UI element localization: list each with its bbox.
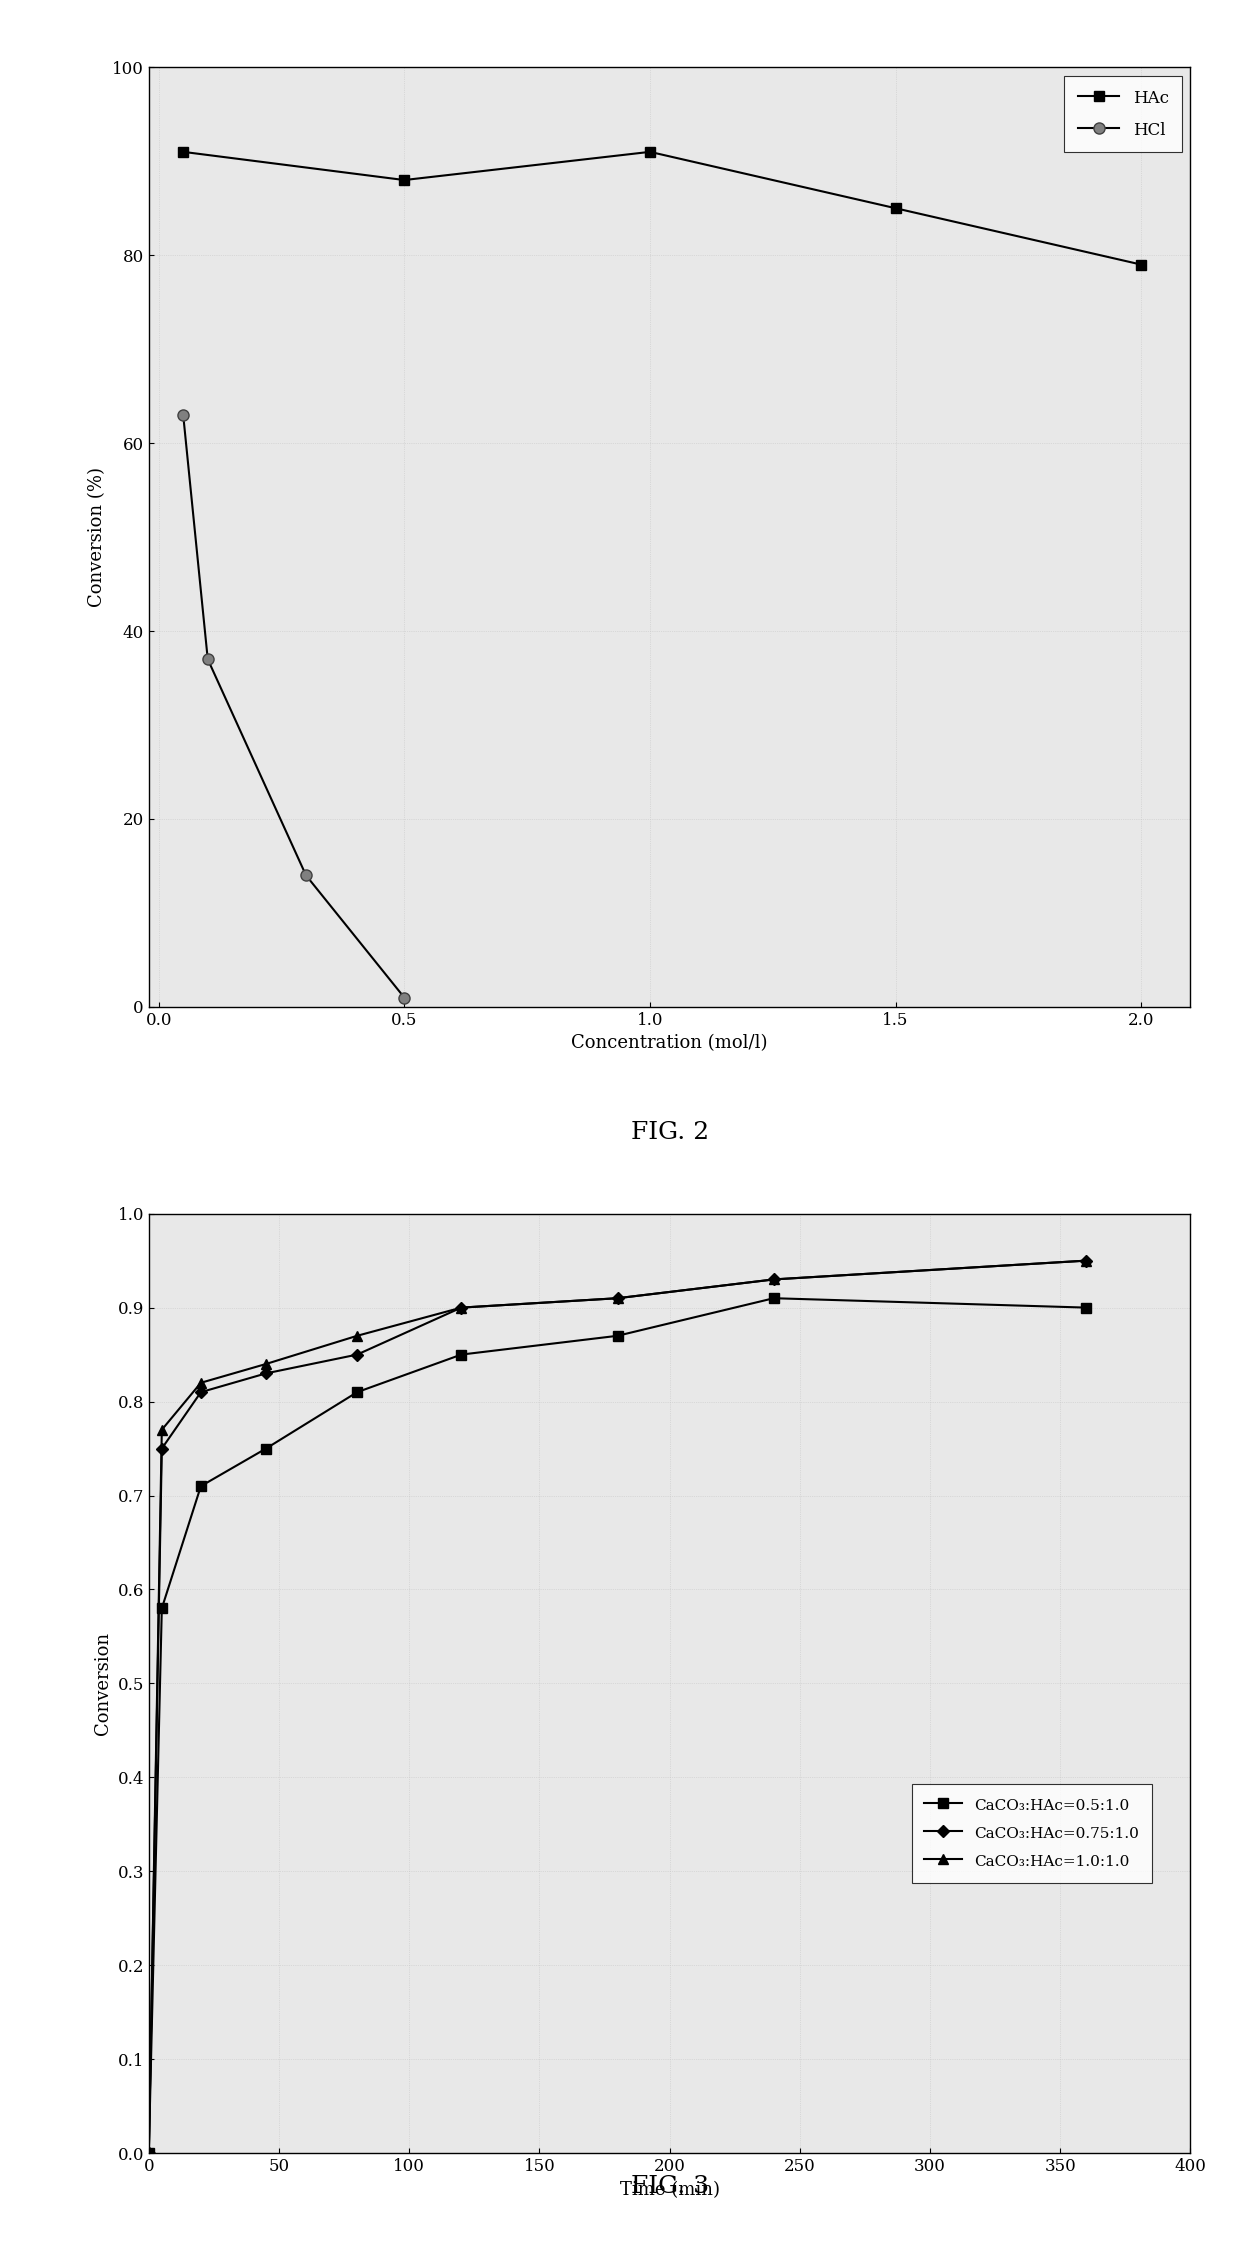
CaCO₃:HAc=0.5:1.0 — [610, 1323, 625, 1350]
Legend: HAc, HCl: HAc, HCl — [1064, 76, 1182, 153]
HAc — [1133, 251, 1148, 278]
HAc — [176, 139, 191, 166]
HAc — [888, 195, 903, 222]
Line: CaCO₃:HAc=0.75:1.0: CaCO₃:HAc=0.75:1.0 — [145, 1256, 1090, 2158]
CaCO₃:HAc=1.0:1.0 — [193, 1368, 208, 1395]
Line: CaCO₃:HAc=1.0:1.0: CaCO₃:HAc=1.0:1.0 — [144, 1256, 1091, 2158]
Y-axis label: Conversion (%): Conversion (%) — [88, 467, 107, 608]
CaCO₃:HAc=0.75:1.0 — [141, 2140, 156, 2167]
CaCO₃:HAc=1.0:1.0 — [141, 2140, 156, 2167]
CaCO₃:HAc=0.75:1.0 — [193, 1379, 208, 1406]
CaCO₃:HAc=1.0:1.0 — [350, 1323, 365, 1350]
CaCO₃:HAc=0.75:1.0 — [350, 1341, 365, 1368]
CaCO₃:HAc=0.75:1.0 — [454, 1294, 469, 1321]
CaCO₃:HAc=0.75:1.0 — [610, 1285, 625, 1312]
CaCO₃:HAc=1.0:1.0 — [766, 1265, 781, 1292]
HAc — [397, 166, 412, 193]
CaCO₃:HAc=0.5:1.0 — [350, 1379, 365, 1406]
CaCO₃:HAc=0.5:1.0 — [1079, 1294, 1094, 1321]
Line: CaCO₃:HAc=0.5:1.0: CaCO₃:HAc=0.5:1.0 — [144, 1294, 1091, 2158]
HCl — [299, 861, 314, 888]
CaCO₃:HAc=1.0:1.0 — [610, 1285, 625, 1312]
CaCO₃:HAc=0.5:1.0 — [193, 1474, 208, 1501]
HCl — [201, 646, 216, 673]
Y-axis label: Conversion: Conversion — [94, 1633, 112, 1736]
Line: HCl: HCl — [177, 410, 410, 1003]
HCl — [397, 985, 412, 1012]
HCl — [176, 401, 191, 428]
CaCO₃:HAc=1.0:1.0 — [258, 1350, 273, 1377]
CaCO₃:HAc=0.75:1.0 — [258, 1359, 273, 1386]
CaCO₃:HAc=1.0:1.0 — [1079, 1247, 1094, 1274]
HAc — [642, 139, 657, 166]
CaCO₃:HAc=1.0:1.0 — [454, 1294, 469, 1321]
CaCO₃:HAc=0.5:1.0 — [258, 1436, 273, 1462]
Line: HAc: HAc — [179, 148, 1146, 269]
CaCO₃:HAc=0.5:1.0 — [766, 1285, 781, 1312]
CaCO₃:HAc=0.5:1.0 — [454, 1341, 469, 1368]
CaCO₃:HAc=1.0:1.0 — [154, 1415, 169, 1442]
CaCO₃:HAc=0.5:1.0 — [154, 1595, 169, 1622]
X-axis label: Time (min): Time (min) — [620, 2180, 719, 2198]
Legend: CaCO₃:HAc=0.5:1.0, CaCO₃:HAc=0.75:1.0, CaCO₃:HAc=1.0:1.0: CaCO₃:HAc=0.5:1.0, CaCO₃:HAc=0.75:1.0, C… — [911, 1783, 1152, 1882]
CaCO₃:HAc=0.75:1.0 — [766, 1265, 781, 1292]
Text: FIG. 3: FIG. 3 — [630, 2176, 709, 2198]
X-axis label: Concentration (mol/l): Concentration (mol/l) — [572, 1034, 768, 1052]
CaCO₃:HAc=0.75:1.0 — [154, 1436, 169, 1462]
CaCO₃:HAc=0.5:1.0 — [141, 2140, 156, 2167]
Text: FIG. 2: FIG. 2 — [630, 1122, 709, 1144]
CaCO₃:HAc=0.75:1.0 — [1079, 1247, 1094, 1274]
